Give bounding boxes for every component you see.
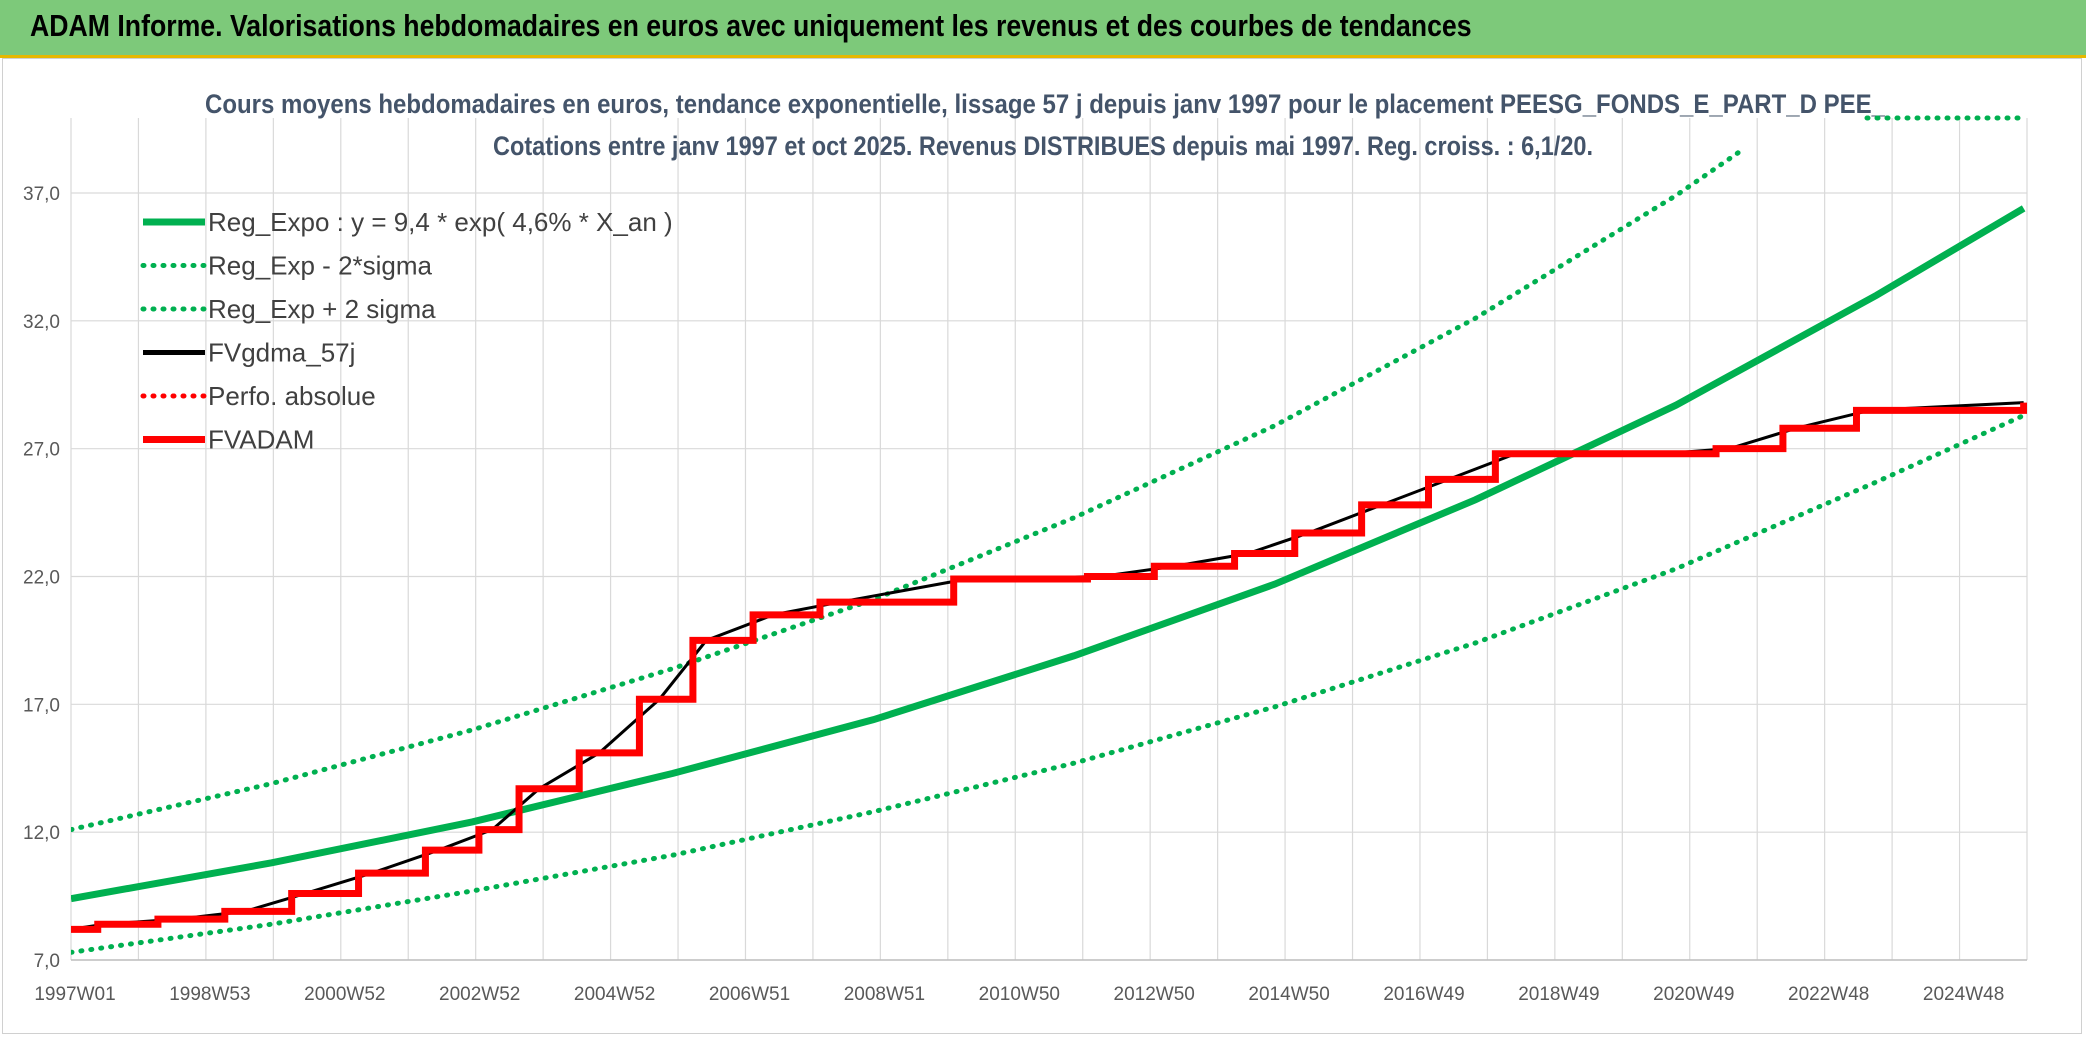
legend-label-3: FVgdma_57j — [208, 338, 355, 368]
x-tick-label: 2014W50 — [1248, 984, 1329, 1005]
y-tick-label: 37,0 — [23, 184, 60, 205]
legend-label-0: Reg_Expo : y = 9,4 * exp( 4,6% * X_an ) — [208, 207, 673, 237]
x-tick-label: 2002W52 — [439, 984, 520, 1005]
y-tick-label: 27,0 — [23, 440, 60, 461]
x-tick-label: 2008W51 — [844, 984, 925, 1005]
chart-frame — [2, 58, 2082, 1034]
legend-label-5: FVADAM — [208, 425, 314, 455]
x-tick-label: 2000W52 — [304, 984, 385, 1005]
x-tick-label: 2010W50 — [979, 984, 1060, 1005]
x-tick-label: 2020W49 — [1653, 984, 1734, 1005]
y-tick-label: 12,0 — [23, 823, 60, 844]
legend-label-1: Reg_Exp - 2*sigma — [208, 251, 433, 281]
x-tick-label: 2006W51 — [709, 984, 790, 1005]
series-line-0 — [71, 205, 2026, 903]
y-tick-label: 32,0 — [23, 312, 60, 333]
x-tick-label: 2024W48 — [1923, 984, 2004, 1005]
series-group — [71, 147, 2027, 955]
x-tick-label: 2018W49 — [1518, 984, 1599, 1005]
chart-grid — [70, 118, 2028, 961]
header-banner: ADAM Informe. Valorisations hebdomadaire… — [0, 0, 2086, 58]
y-tick-label: 17,0 — [23, 695, 60, 716]
y-axis: 7,0 12,0 17,0 22,0 27,0 32,0 37,0 — [23, 184, 60, 972]
series-line-1 — [71, 412, 2027, 955]
series-line-2 — [71, 147, 1746, 833]
x-tick-label: 1998W53 — [169, 984, 250, 1005]
y-tick-label: 22,0 — [23, 568, 60, 589]
chart-title: Cours moyens hebdomadaires en euros, ten… — [205, 89, 1886, 119]
legend-label-4: Perfo. absolue — [208, 381, 376, 411]
legend-label-2: Reg_Exp + 2 sigma — [208, 294, 436, 324]
x-tick-label: 2016W49 — [1383, 984, 1464, 1005]
page-title: ADAM Informe. Valorisations hebdomadaire… — [30, 8, 1472, 43]
x-tick-label: 2004W52 — [574, 984, 655, 1005]
x-tick-label: 1997W01 — [34, 984, 115, 1005]
series-line-5 — [71, 402, 2027, 933]
chart-subtitle: Cotations entre janv 1997 et oct 2025. R… — [493, 131, 1593, 161]
x-axis: 1997W01 1998W53 2000W52 2002W52 2004W52 2006W… — [34, 984, 2004, 1005]
legend: Reg_Expo : y = 9,4 * exp( 4,6% * X_an ) R… — [140, 207, 673, 455]
x-tick-label: 2022W48 — [1788, 984, 1869, 1005]
y-tick-label: 7,0 — [34, 951, 60, 972]
x-tick-label: 2012W50 — [1114, 984, 1195, 1005]
